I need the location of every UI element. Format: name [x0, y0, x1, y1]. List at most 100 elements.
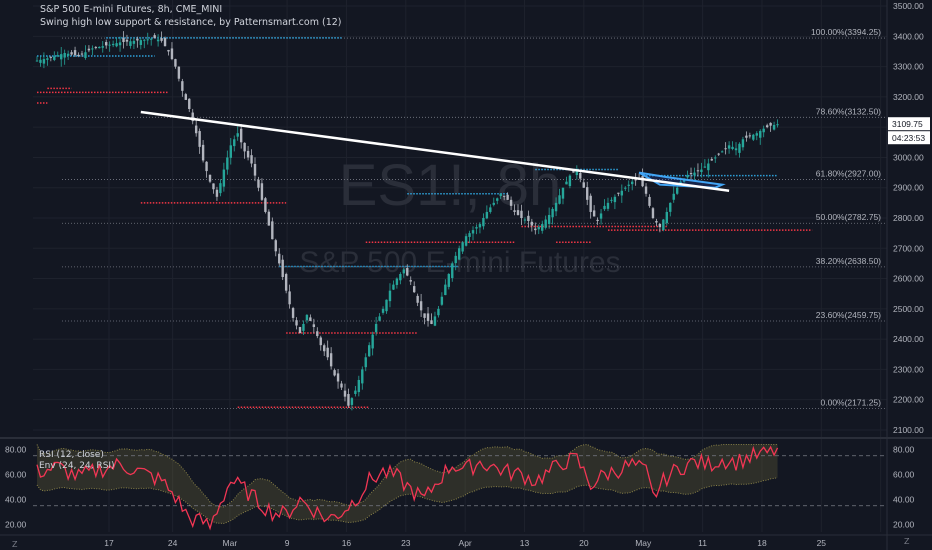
candle-body: [205, 161, 208, 172]
rsi-tick: 20.00: [893, 520, 915, 530]
time-tick: 9: [285, 538, 290, 548]
candle-body: [343, 390, 347, 397]
candle-body: [105, 42, 108, 46]
candle-body: [696, 170, 700, 172]
candle-body: [80, 53, 84, 55]
candle-body: [502, 195, 506, 197]
candle-body: [679, 181, 682, 184]
countdown-badge: [888, 131, 930, 145]
time-tick: 24: [168, 538, 178, 548]
candle-body: [513, 210, 516, 212]
candle-body: [724, 148, 727, 150]
rsi-tick: 80.00: [893, 445, 915, 455]
candle-body: [46, 58, 49, 60]
time-axis: 17 24 Mar 9 16 23 Apr 13 20 May 11 18 25: [104, 538, 826, 548]
candle-body: [586, 187, 589, 200]
price-tick: 2400.00: [893, 334, 924, 344]
candle-body: [599, 213, 603, 219]
candle-body: [236, 133, 239, 137]
candle-body: [406, 268, 409, 276]
env-label[interactable]: Env (24, 24, RSI): [39, 461, 115, 471]
fib-label: 61.80%(2927.00): [816, 169, 881, 179]
candle-body: [368, 345, 371, 357]
candle-body: [243, 142, 246, 152]
candle-body: [419, 301, 423, 311]
price-tick: 2700.00: [893, 243, 924, 253]
candle-body: [49, 56, 53, 58]
candle-body: [717, 153, 720, 155]
rsi-tick-left: 40.00: [5, 495, 27, 505]
candle-body: [257, 179, 260, 188]
candle-body: [471, 230, 475, 234]
candle-body: [295, 320, 298, 326]
candle-body: [412, 286, 416, 293]
time-tick: May: [635, 538, 652, 548]
time-tick: 25: [817, 538, 827, 548]
candle-body: [111, 43, 115, 46]
candle-body: [693, 172, 696, 176]
candle-body: [523, 219, 527, 221]
candle-body: [219, 183, 222, 194]
candle-body: [759, 130, 762, 138]
candle-body: [468, 233, 471, 237]
candle-body: [689, 172, 693, 175]
candle-body: [727, 145, 731, 149]
candle-body: [250, 155, 253, 164]
candle-body: [776, 124, 779, 126]
candle-body: [686, 175, 689, 178]
candle-body: [416, 295, 419, 303]
candle-body: [312, 324, 316, 327]
rsi-label[interactable]: RSI (12, close): [39, 450, 104, 460]
candles: [35, 31, 779, 411]
rsi-tick-left: 80.00: [5, 445, 27, 455]
time-tick: 16: [342, 538, 352, 548]
candle-body: [184, 94, 187, 100]
candle-body: [201, 144, 205, 161]
candle-body: [741, 139, 745, 148]
candle-body: [222, 169, 226, 187]
candle-body: [336, 373, 340, 382]
candle-body: [641, 176, 644, 187]
candle-body: [319, 337, 322, 346]
candle-body: [516, 210, 520, 215]
candle-body: [170, 48, 174, 60]
candle-body: [720, 151, 724, 153]
candle-body: [125, 39, 129, 42]
candle-body: [194, 125, 198, 134]
candle-body: [347, 394, 350, 406]
candle-body: [461, 242, 464, 252]
zoom-reset-left-button[interactable]: Z: [12, 540, 18, 549]
candle-body: [541, 224, 544, 231]
candle-body: [617, 192, 620, 194]
trend-line: [140, 110, 730, 192]
candle-body: [451, 263, 454, 279]
candle-body: [437, 308, 440, 316]
candle-body: [554, 202, 558, 212]
candle-body: [174, 59, 177, 67]
candle-body: [579, 173, 582, 179]
candle-body: [271, 221, 274, 240]
candle-body: [558, 195, 561, 204]
candle-body: [662, 219, 665, 231]
candle-body: [226, 157, 229, 170]
candle-body: [239, 128, 243, 143]
candle-body: [94, 47, 98, 49]
candle-body: [253, 164, 257, 176]
candle-body: [606, 202, 610, 209]
candle-body: [149, 38, 153, 40]
candle-body: [118, 42, 122, 46]
candle-body: [620, 190, 624, 196]
candle-body: [357, 379, 361, 393]
candle-body: [464, 236, 468, 246]
indicator-title[interactable]: Swing high low support & resistance, by …: [40, 17, 342, 28]
time-tick: 23: [401, 538, 411, 548]
candle-body: [592, 210, 596, 217]
candle-body: [323, 345, 326, 352]
candle-body: [745, 135, 748, 138]
symbol-title[interactable]: S&P 500 E-mini Futures, 8h, CME_MINI: [40, 4, 223, 15]
zoom-reset-right-button[interactable]: Z: [904, 537, 910, 546]
candle-body: [143, 39, 146, 41]
drawings: [140, 110, 730, 192]
candle-body: [707, 163, 710, 171]
